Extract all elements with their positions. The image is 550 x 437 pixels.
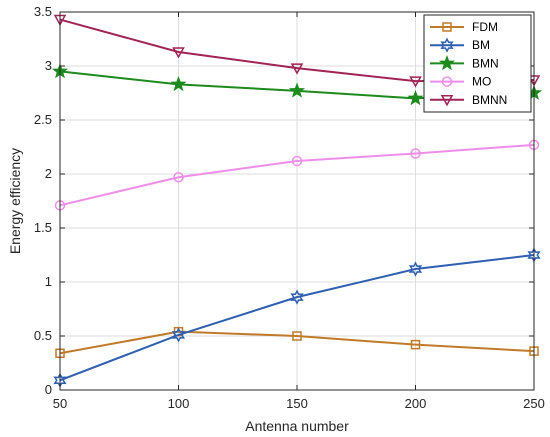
legend-marker-fdm — [442, 22, 452, 32]
data-point-bm — [171, 327, 186, 343]
x-tick-label: 200 — [405, 396, 427, 411]
legend-marker-bm — [440, 37, 454, 53]
y-tick-label: 3.5 — [34, 4, 52, 19]
y-tick-label: 1 — [45, 274, 52, 289]
x-tick-label: 50 — [53, 396, 67, 411]
legend-item-fdm: FDM — [430, 20, 498, 34]
y-tick-label: 1.5 — [34, 220, 52, 235]
data-point-bm — [408, 261, 423, 277]
series-bm — [53, 247, 541, 388]
x-tick-label: 250 — [523, 396, 545, 411]
legend-label-fdm: FDM — [472, 20, 498, 34]
data-point-mo — [291, 155, 303, 167]
legend-marker-mo — [441, 76, 453, 87]
x-axis-label: Antenna number — [245, 418, 349, 434]
x-tick-label: 100 — [168, 396, 190, 411]
x-tick-label: 150 — [286, 396, 308, 411]
series-line-bm — [59, 254, 535, 382]
series-line-mo — [59, 143, 535, 207]
series-line-fdm — [59, 330, 535, 355]
y-tick-label: 3 — [45, 58, 52, 73]
data-point-bmn — [170, 75, 187, 92]
data-point-bm — [290, 289, 304, 305]
data-point-bmnn — [290, 63, 304, 75]
legend-label-bm: BM — [472, 38, 490, 52]
y-tick-label: 0.5 — [34, 328, 52, 343]
data-point-fdm — [292, 331, 302, 341]
data-point-bmn — [407, 89, 424, 106]
legend-item-bmnn: BMNN — [430, 93, 507, 107]
data-point-mo — [173, 171, 184, 183]
legend: FDM BM BMN MO BMNN — [423, 14, 532, 113]
grid — [59, 11, 535, 391]
legend-label-mo: MO — [472, 75, 491, 89]
data-point-mo — [410, 148, 421, 159]
y-axis-label: Energy efficiency — [7, 148, 23, 254]
legend-label-bmn: BMN — [472, 56, 499, 70]
legend-item-bmn: BMN — [430, 54, 499, 71]
data-point-bmnn — [409, 76, 422, 88]
axis-ticks: 50 100 150 200 250 0 0.5 1 1.5 2 2.5 3 3.5 — [34, 4, 545, 411]
legend-item-bm: BM — [430, 37, 490, 53]
y-tick-label: 2.5 — [34, 112, 52, 127]
y-tick-label: 0 — [45, 382, 52, 397]
data-point-bmn — [288, 82, 306, 98]
data-point-bmnn — [172, 47, 185, 59]
legend-label-bmnn: BMNN — [472, 93, 507, 107]
y-tick-label: 2 — [45, 166, 52, 181]
data-point-fdm — [410, 339, 421, 350]
legend-marker-bmnn — [440, 95, 454, 107]
legend-marker-bmn — [438, 54, 456, 71]
legend-item-mo: MO — [430, 75, 491, 89]
